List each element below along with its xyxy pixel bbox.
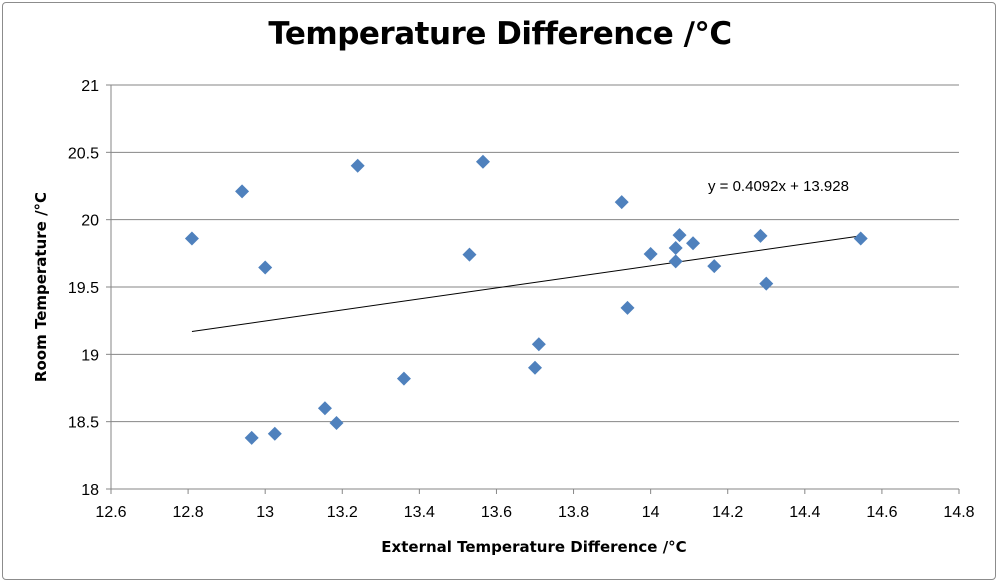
- y-tick-label: 21: [81, 78, 99, 95]
- axes: [110, 85, 959, 490]
- data-point: [475, 154, 490, 169]
- x-tick-label: 14.2: [712, 504, 743, 521]
- chart-title: Temperature Difference /°C: [268, 16, 732, 52]
- trendline-group: [191, 235, 861, 332]
- x-tick-label: 12.6: [95, 504, 126, 521]
- x-tick-label: 14.6: [866, 504, 897, 521]
- x-tick-label: 14.8: [943, 504, 974, 521]
- data-point: [462, 247, 477, 262]
- data-points: [184, 154, 868, 445]
- data-point: [853, 231, 868, 246]
- y-tick-label: 19: [81, 347, 99, 364]
- x-tick-label: 12.8: [173, 504, 204, 521]
- x-tick-label: 13.6: [481, 504, 512, 521]
- y-tick-label: 18.5: [68, 415, 99, 432]
- data-point: [235, 184, 250, 199]
- x-tick-label: 14: [642, 504, 660, 521]
- data-point: [396, 371, 411, 386]
- y-tick-label: 18: [81, 482, 99, 499]
- data-point: [668, 254, 683, 269]
- data-point: [329, 416, 344, 431]
- x-tick-label: 13.4: [404, 504, 435, 521]
- data-point: [707, 259, 722, 274]
- data-point: [759, 276, 774, 291]
- data-point: [686, 236, 701, 251]
- x-axis-title: External Temperature Difference /°C: [381, 538, 686, 556]
- data-point: [531, 337, 546, 352]
- data-point: [672, 228, 687, 243]
- data-point: [528, 360, 542, 375]
- trendline: [191, 235, 861, 332]
- x-tick-label: 14.4: [789, 504, 820, 521]
- data-point: [258, 260, 273, 275]
- data-point: [668, 240, 683, 255]
- gridlines: [106, 84, 960, 494]
- data-point: [753, 228, 768, 243]
- data-point: [614, 195, 629, 210]
- y-axis-title: Room Temperature /°C: [32, 192, 50, 382]
- data-point: [244, 430, 259, 445]
- tick-labels: 18 18.5 19 19.5 20 20.5 21 12.6 12.8 13 13.2 13.4 13…: [68, 78, 975, 521]
- x-tick-label: 13: [256, 504, 274, 521]
- y-tick-label: 19.5: [68, 280, 99, 297]
- data-point: [317, 401, 332, 416]
- data-point: [350, 158, 365, 173]
- data-point: [643, 247, 658, 262]
- trendline-equation: y = 0.4092x + 13.928: [708, 178, 849, 195]
- x-tick-label: 13.8: [558, 504, 589, 521]
- x-tick-label: 13.2: [327, 504, 358, 521]
- data-point: [184, 231, 199, 246]
- y-tick-label: 20.5: [68, 145, 99, 162]
- y-tick-label: 20: [81, 213, 99, 230]
- data-point: [267, 426, 282, 441]
- data-point: [620, 300, 635, 315]
